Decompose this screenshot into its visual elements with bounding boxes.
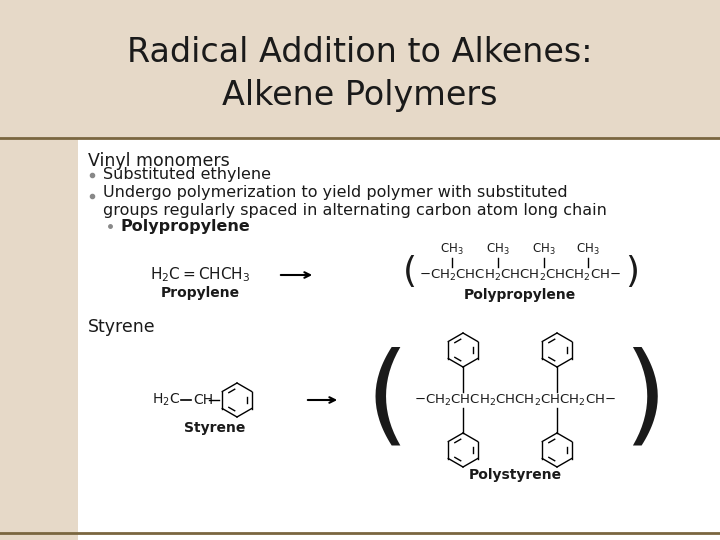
Text: ): ) (625, 255, 639, 289)
Bar (0, 0, 78, 540)
Text: (: ( (365, 347, 409, 454)
Text: Radical Addition to Alkenes:: Radical Addition to Alkenes: (127, 36, 593, 69)
Text: Alkene Polymers: Alkene Polymers (222, 78, 498, 111)
Text: H$_2$C: H$_2$C (152, 392, 180, 408)
Text: Undergo polymerization to yield polymer with substituted: Undergo polymerization to yield polymer … (103, 186, 567, 200)
Text: ): ) (624, 347, 667, 454)
Text: CH$_3$: CH$_3$ (576, 241, 600, 256)
Text: Substituted ethylene: Substituted ethylene (103, 167, 271, 183)
Text: H$_2$C$=$CHCH$_3$: H$_2$C$=$CHCH$_3$ (150, 266, 251, 285)
Text: Vinyl monomers: Vinyl monomers (88, 152, 230, 170)
Text: (: ( (403, 255, 417, 289)
Text: Polystyrene: Polystyrene (469, 468, 562, 482)
Text: groups regularly spaced in alternating carbon atom long chain: groups regularly spaced in alternating c… (103, 202, 607, 218)
Text: Styrene: Styrene (88, 318, 156, 336)
Text: CH$_3$: CH$_3$ (440, 241, 464, 256)
Text: Polypropylene: Polypropylene (121, 219, 251, 233)
Text: CH: CH (193, 393, 213, 407)
Text: CH$_3$: CH$_3$ (532, 241, 556, 256)
Text: $-$CH$_2$CHCH$_2$CHCH$_2$CHCH$_2$CH$-$: $-$CH$_2$CHCH$_2$CHCH$_2$CHCH$_2$CH$-$ (414, 393, 616, 408)
Text: Styrene: Styrene (184, 421, 246, 435)
Bar (0, 0, 720, 138)
Text: Propylene: Propylene (161, 286, 240, 300)
Text: CH$_3$: CH$_3$ (486, 241, 510, 256)
Text: Polypropylene: Polypropylene (464, 288, 576, 302)
Text: $-$CH$_2$CHCH$_2$CHCH$_2$CHCH$_2$CH$-$: $-$CH$_2$CHCH$_2$CHCH$_2$CHCH$_2$CH$-$ (419, 267, 621, 282)
